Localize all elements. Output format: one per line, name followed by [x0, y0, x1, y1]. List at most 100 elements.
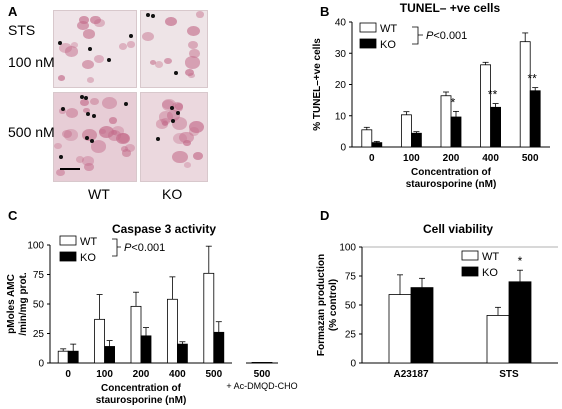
- micrograph-cell: [166, 110, 181, 121]
- micrograph-cell: [121, 149, 131, 157]
- chart-d-y-tick-label: 25: [345, 330, 357, 341]
- chart-d-x-tick-label: STS: [499, 369, 519, 380]
- col-label-ko: KO: [162, 186, 183, 202]
- micrograph-cell: [172, 132, 187, 145]
- apoptotic-nucleus: [85, 135, 90, 140]
- chart-b-bar-ko: [411, 132, 422, 148]
- micrograph-cell: [127, 41, 135, 48]
- micrograph-cell: [81, 129, 97, 142]
- chart-b-stat-bracket: [412, 26, 423, 45]
- micrograph-cell: [75, 156, 85, 163]
- chart-c-stat-label: P<0.001: [124, 242, 165, 254]
- chart-b-y-tick-label: 30: [335, 49, 347, 60]
- micrograph-cell: [195, 11, 205, 19]
- row-label-500nm: 500 nM: [8, 124, 55, 140]
- chart-d-y-tick-label: 0: [350, 359, 356, 370]
- apoptotic-nucleus: [176, 111, 181, 116]
- micrograph-cell: [142, 31, 154, 42]
- chart-d-y-tick-label: 75: [345, 272, 357, 283]
- micrograph-cell: [187, 72, 195, 79]
- chart-b-significance: *: [451, 95, 456, 109]
- micrograph-panel: STS 100 nM 500 nM WT KO: [0, 0, 208, 202]
- micrograph-cell: [121, 146, 129, 153]
- apoptotic-nucleus: [84, 95, 89, 100]
- chart-d-y-tick-label: 100: [339, 243, 356, 254]
- micrograph-cell: [80, 99, 90, 107]
- apoptotic-nucleus: [79, 95, 84, 100]
- micrograph-cell: [183, 161, 192, 168]
- chart-c-x-tick-label: 0: [65, 369, 71, 380]
- apoptotic-nucleus: [88, 46, 93, 51]
- chart-c-bar-ko-inhibitor: [261, 362, 273, 364]
- chart-b-legend-swatch-ko: [359, 38, 377, 49]
- chart-b: TUNEL– +ve cells 0 10 20 30 40 % TUNEL–+ve cel…: [312, 1, 550, 190]
- chart-b-x-tick-label: 200: [443, 153, 460, 164]
- chart-d-y-label-line: Formazan production: [316, 254, 327, 356]
- micrograph-cell: [59, 108, 66, 114]
- chart-c-y-tick-label: 75: [33, 270, 45, 281]
- chart-c-y-label-line: pMoles AMC: [6, 274, 17, 334]
- chart-c-bar-wt: [57, 350, 69, 364]
- panel-a-letter: A: [8, 4, 18, 19]
- micrograph-cell: [87, 76, 95, 83]
- chart-c-x-tick-label: 400: [169, 369, 186, 380]
- micrograph-cell: [154, 61, 164, 68]
- chart-b-y-tick-label: 40: [335, 18, 347, 29]
- chart-c-title: Caspase 3 activity: [112, 222, 216, 236]
- scale-bar: [60, 168, 80, 170]
- chart-d-bar-wt: [388, 294, 412, 364]
- apoptotic-nucleus: [85, 111, 90, 116]
- chart-c-bar-ko: [67, 350, 79, 364]
- chart-d-legend-label-wt: WT: [482, 251, 499, 263]
- chart-c: Caspase 3 activity 0 25 50 75 100 pMoles AMC/m…: [6, 222, 298, 406]
- micrograph-cell: [63, 129, 79, 141]
- chart-c-bar-wt: [94, 318, 105, 364]
- apoptotic-nucleus: [91, 114, 96, 119]
- panel-b-letter: B: [320, 4, 330, 19]
- micrograph-cell: [82, 29, 95, 39]
- micrograph-wt-sts-100: [53, 10, 137, 88]
- micrograph-cell: [84, 163, 94, 171]
- chart-b-bar-ko: [450, 116, 462, 148]
- micrograph-cell: [187, 40, 198, 49]
- micrograph-cell: [187, 25, 201, 36]
- chart-c-bar-wt-inhibitor: [251, 362, 263, 364]
- micrograph-cell: [83, 108, 90, 114]
- chart-d-legend-label-ko: KO: [482, 267, 498, 279]
- micrograph-cell: [184, 68, 194, 76]
- micrograph-cell: [55, 168, 65, 176]
- chart-c-bar-wt: [166, 298, 178, 364]
- chart-b-y-tick-label: 10: [335, 111, 347, 122]
- apoptotic-nucleus: [169, 106, 174, 111]
- chart-b-x-tick-label: 500: [522, 153, 539, 164]
- micrograph-cell: [89, 98, 99, 106]
- chart-c-x-tick-label: 100: [96, 369, 113, 380]
- micrograph-cell: [192, 151, 203, 160]
- micrograph-cell: [188, 127, 200, 136]
- chart-c-bar-ko: [176, 343, 188, 364]
- micrograph-cell: [90, 140, 107, 153]
- row-label-100nm: 100 nM: [8, 54, 55, 70]
- apoptotic-nucleus: [107, 57, 112, 62]
- chart-c-y-tick-label: 50: [33, 300, 45, 311]
- chart-c-y-tick-label: 25: [33, 329, 45, 340]
- chart-c-legend-label-ko: KO: [80, 252, 96, 264]
- chart-b-y-label: % TUNEL–+ve cells: [312, 38, 323, 131]
- chart-b-bar-ko: [490, 106, 502, 148]
- micrograph-cell: [164, 16, 177, 27]
- micrograph-cell: [65, 108, 79, 119]
- chart-c-x-tick-label: 500: [205, 369, 222, 380]
- micrograph-cell: [161, 99, 174, 110]
- micrograph-cell: [107, 130, 122, 142]
- micrograph-cell: [158, 111, 174, 124]
- chart-d-y-tick-label: 50: [345, 301, 357, 312]
- chart-c-y-label-line: /min/mg prot.: [18, 272, 29, 336]
- apoptotic-nucleus: [124, 101, 129, 106]
- chart-d-bar-wt: [486, 315, 510, 364]
- micrograph-cell: [102, 96, 118, 109]
- chart-d-bar-ko: [410, 287, 434, 364]
- chart-b-x-tick-label: 0: [369, 153, 375, 164]
- chart-b-x-label-line: staurosporine (nM): [406, 179, 497, 190]
- micrograph-cell: [70, 41, 79, 48]
- micrograph-cell: [81, 156, 94, 166]
